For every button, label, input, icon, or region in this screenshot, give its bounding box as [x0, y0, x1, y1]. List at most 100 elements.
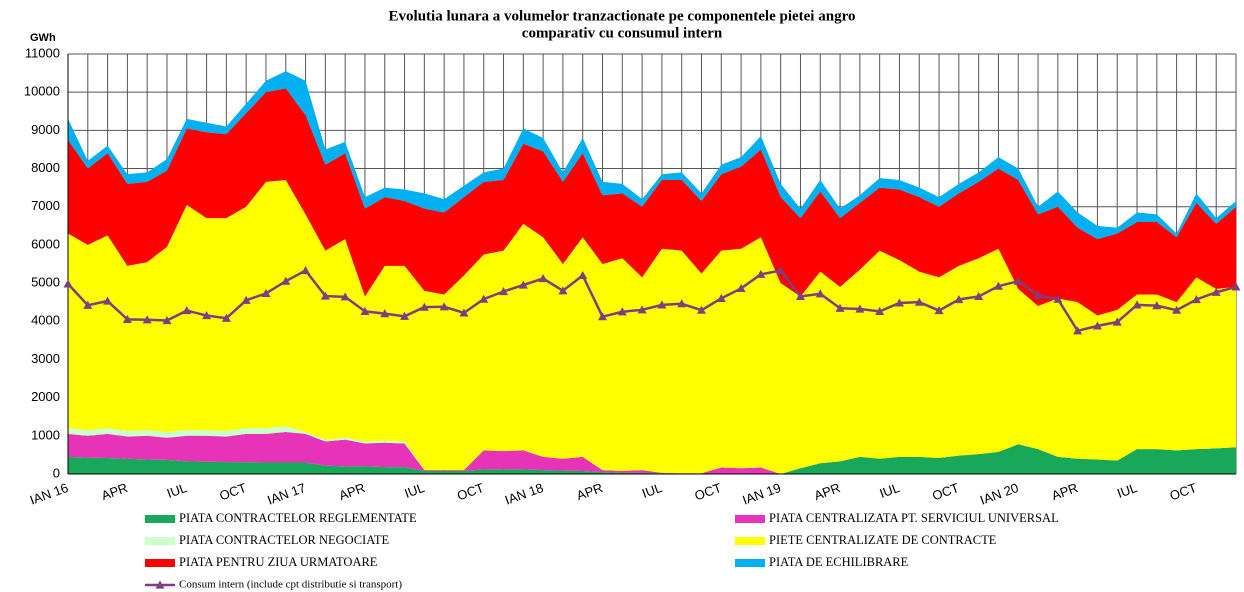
line-marker — [261, 288, 271, 297]
legend-swatch — [145, 537, 175, 545]
line-marker — [182, 306, 192, 315]
line-marker — [142, 315, 152, 324]
line-marker — [598, 312, 608, 321]
legend-label: PIATA CONTRACTELOR NEGOCIATE — [179, 533, 389, 547]
line-marker — [677, 299, 687, 308]
line-marker — [1231, 282, 1241, 291]
line-marker — [281, 276, 291, 285]
x-tick-label: IUL — [640, 480, 664, 501]
line-marker — [301, 265, 311, 275]
line-marker — [993, 281, 1003, 290]
line-marker — [894, 298, 904, 307]
line-marker — [1033, 290, 1043, 299]
y-tick-label: 10000 — [24, 84, 60, 99]
area — [68, 432, 1236, 474]
line-marker — [479, 294, 489, 303]
line-marker — [875, 306, 885, 315]
line-marker — [518, 280, 528, 289]
legend-marker — [155, 580, 165, 589]
line-marker — [1013, 276, 1023, 285]
legend-swatch — [735, 537, 765, 545]
line-marker — [1112, 317, 1122, 326]
line-marker — [657, 300, 667, 309]
line-marker — [419, 302, 429, 311]
x-tick-label: IUL — [1115, 480, 1139, 501]
line-marker — [756, 269, 766, 278]
y-tick-label: 3000 — [31, 351, 60, 366]
legend-swatch — [145, 559, 175, 567]
line-marker — [795, 291, 805, 301]
line-marker — [122, 314, 132, 323]
y-tick-label: 1000 — [31, 427, 60, 442]
y-axis-label: GWh — [30, 32, 56, 44]
line-marker — [499, 286, 509, 296]
x-tick-label: IUL — [165, 480, 189, 501]
line-marker — [637, 305, 647, 314]
line-marker — [538, 274, 548, 283]
area — [68, 180, 1236, 474]
line-marker — [63, 279, 73, 288]
chart-title: Evolutia lunara a volumelor tranzactiona… — [389, 8, 856, 24]
line-marker — [340, 292, 350, 301]
line-marker — [696, 305, 706, 314]
line-marker — [1073, 326, 1083, 335]
line-marker — [578, 270, 588, 280]
y-tick-label: 5000 — [31, 275, 60, 290]
line-marker — [320, 291, 330, 300]
legend-label: PIETE CENTRALIZATE DE CONTRACTE — [769, 533, 997, 547]
line-marker — [1053, 294, 1063, 303]
line-marker — [716, 293, 726, 302]
x-tick-label: IUL — [878, 480, 902, 501]
y-tick-label: 8000 — [31, 160, 60, 175]
line-marker — [1152, 301, 1162, 310]
line-marker — [202, 311, 212, 320]
legend-swatch — [735, 559, 765, 567]
y-tick-label: 6000 — [31, 236, 60, 251]
plot: 0 1000 2000 3000 4000 5000 6000 7000 8000 9000 100… — [24, 45, 1241, 508]
line-marker — [1092, 321, 1102, 330]
y-tick-label: 4000 — [31, 313, 60, 328]
line-marker — [439, 302, 449, 311]
line-marker — [459, 308, 469, 317]
y-tick-label: 11000 — [25, 45, 60, 60]
line-marker — [400, 311, 410, 320]
line-marker — [221, 313, 231, 322]
line-marker — [1211, 287, 1221, 296]
line-marker — [380, 309, 390, 318]
line-marker — [776, 265, 786, 275]
line-marker — [558, 286, 568, 295]
line-marker — [914, 297, 924, 306]
line — [67, 268, 1237, 333]
line-marker — [835, 303, 845, 312]
legend-swatch — [145, 515, 175, 523]
y-tick-label: 7000 — [31, 198, 60, 213]
chart-subtitle: comparativ cu consumul intern — [522, 25, 723, 41]
y-tick-label: 9000 — [31, 122, 60, 137]
x-tick-label: IUL — [402, 480, 426, 501]
line-marker — [855, 304, 865, 313]
line-marker — [162, 316, 172, 325]
line-marker — [934, 306, 944, 315]
area — [68, 71, 1236, 240]
legend-label: PIATA CONTRACTELOR REGLEMENTATE — [179, 511, 417, 525]
line-marker — [360, 306, 370, 315]
legend-swatch — [735, 515, 765, 523]
legend-label: Consum intern (include cpt distributie s… — [179, 579, 402, 591]
legend-label: PIATA PENTRU ZIUA URMATOARE — [179, 555, 378, 569]
y-tick-label: 0 — [53, 465, 60, 480]
line-marker — [1172, 305, 1182, 314]
line-marker — [83, 300, 93, 309]
line-marker — [736, 283, 746, 293]
line-marker — [815, 289, 825, 298]
line-marker — [974, 291, 984, 301]
legend-label: PIATA DE ECHILIBRARE — [769, 555, 909, 569]
legend-label: PIATA CENTRALIZATA PT. SERVICIUL UNIVERS… — [769, 511, 1059, 525]
line-marker — [617, 307, 627, 316]
line-marker — [1132, 300, 1142, 309]
y-tick-label: 2000 — [31, 389, 60, 404]
legend: PIATA CONTRACTELOR REGLEMENTATE PIATA CEN… — [145, 511, 1059, 591]
area — [68, 426, 1236, 474]
line-marker — [1191, 295, 1201, 304]
line-marker — [954, 295, 964, 304]
